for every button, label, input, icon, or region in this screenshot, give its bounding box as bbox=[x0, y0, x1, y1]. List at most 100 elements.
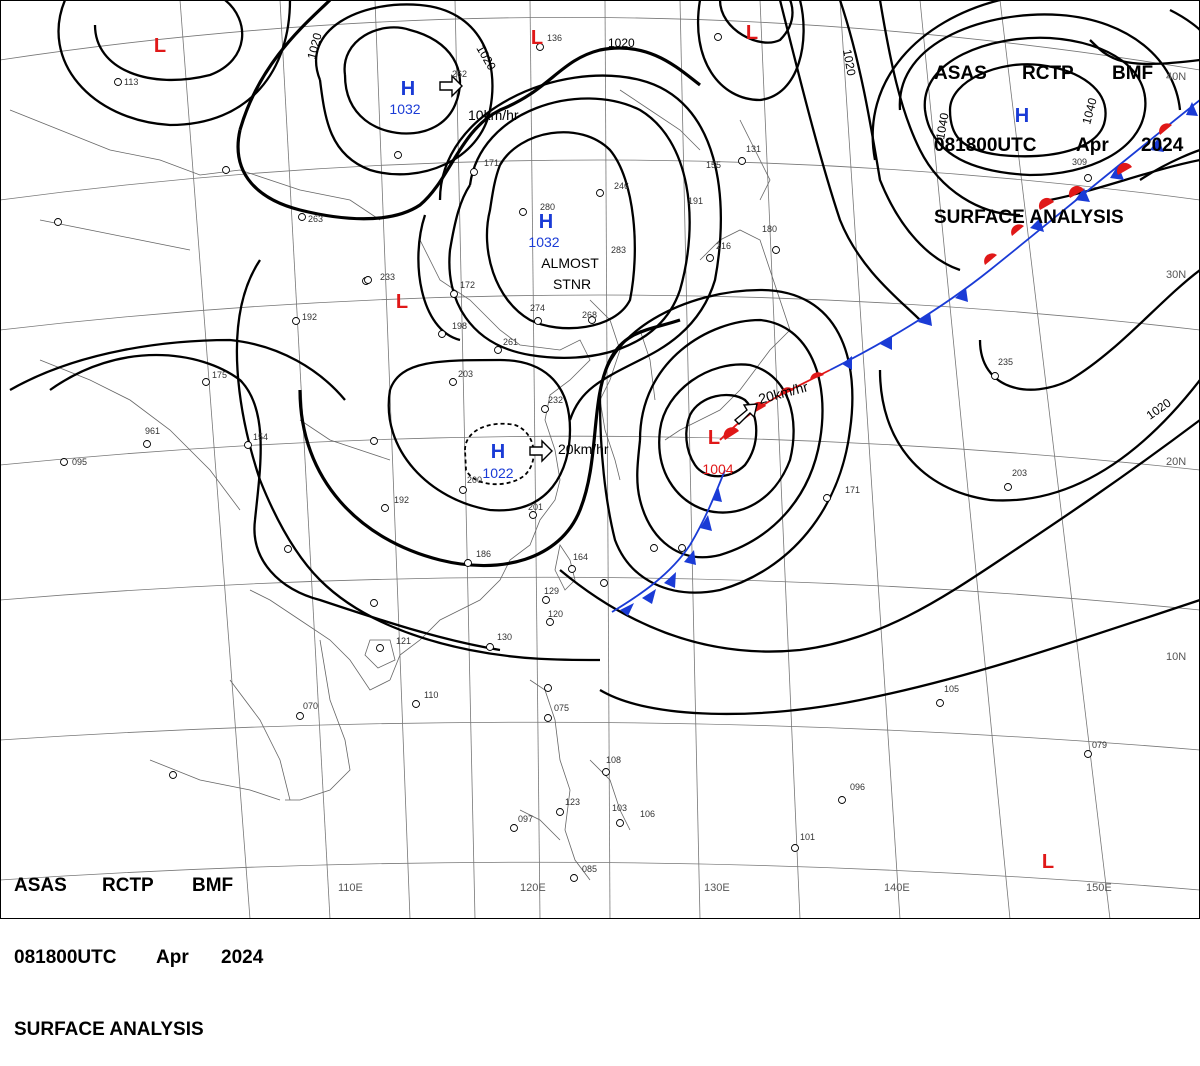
header-row-1: ASAS RCTP BMF bbox=[934, 62, 1183, 86]
latitude-label: 40N bbox=[1166, 71, 1186, 83]
station-value: 110 bbox=[424, 690, 438, 700]
header-time: 081800UTC bbox=[14, 947, 117, 968]
motion-arrows bbox=[439, 74, 758, 463]
station-value: 203 bbox=[1012, 468, 1027, 478]
high-symbol: H bbox=[539, 211, 553, 233]
low-symbol: L bbox=[531, 27, 543, 49]
station-values: 136 246 280 283 274 268 261 232 203 172 … bbox=[72, 33, 1107, 874]
station-value: 192 bbox=[302, 312, 317, 322]
station-value: 103 bbox=[612, 803, 627, 813]
station-value: 113 bbox=[124, 77, 138, 87]
station-value: 095 bbox=[72, 457, 87, 467]
station-value: 309 bbox=[1072, 157, 1087, 167]
motion-label: 20km/hr bbox=[558, 441, 609, 457]
longitude-label: 130E bbox=[704, 882, 730, 894]
graticule-labels: 110E 120E 130E 140E 150E 40N 30N 20N 10N bbox=[338, 71, 1186, 894]
high-value: 1032 bbox=[528, 234, 559, 250]
station-value: 079 bbox=[1092, 740, 1107, 750]
station-value: 274 bbox=[530, 303, 545, 313]
station-value: 283 bbox=[611, 245, 626, 255]
station-value: 096 bbox=[850, 782, 865, 792]
pressure-centers: H 1032 H 1032 H 1022 H L 1004 L L L L L bbox=[154, 22, 1054, 873]
high-symbol: H bbox=[491, 441, 505, 463]
annotation-line: STNR bbox=[553, 276, 591, 292]
isobar-label: 1020 bbox=[840, 48, 858, 77]
station-value: 106 bbox=[640, 809, 655, 819]
station-value: 164 bbox=[573, 552, 588, 562]
station-value: 130 bbox=[497, 632, 512, 642]
latitude-label: 10N bbox=[1166, 651, 1186, 663]
station-value: 120 bbox=[548, 609, 563, 619]
station-value: 203 bbox=[458, 369, 473, 379]
header-row-1: ASAS RCTP BMF bbox=[14, 874, 263, 898]
station-value: 246 bbox=[614, 181, 629, 191]
station-markers bbox=[54, 33, 1092, 882]
annotation: ALMOST STNR bbox=[541, 255, 599, 292]
header-month: Apr bbox=[1076, 135, 1109, 156]
station-value: 200 bbox=[467, 475, 482, 485]
annotation-line: ALMOST bbox=[541, 255, 599, 271]
header-bottom: ASAS RCTP BMF 081800UTC Apr 2024 SURFACE… bbox=[14, 826, 263, 1066]
station-value: 191 bbox=[688, 196, 703, 206]
high-value: 1022 bbox=[482, 465, 513, 481]
station-value: 232 bbox=[548, 395, 563, 405]
station-value: 961 bbox=[145, 426, 160, 436]
header-product: SURFACE ANALYSIS bbox=[14, 1019, 204, 1040]
station-value: 171 bbox=[845, 485, 860, 495]
warm-front bbox=[719, 369, 831, 441]
header-center: RCTP bbox=[1022, 63, 1074, 84]
station-value: 123 bbox=[565, 797, 580, 807]
isobar-label: 1020 bbox=[304, 31, 325, 61]
station-value: 233 bbox=[380, 272, 395, 282]
header-time: 081800UTC bbox=[934, 135, 1037, 156]
station-value: 121 bbox=[396, 636, 411, 646]
header-agency: ASAS bbox=[14, 875, 67, 896]
station-value: 101 bbox=[800, 832, 815, 842]
station-value: 108 bbox=[606, 755, 621, 765]
header-top: ASAS RCTP BMF 081800UTC Apr 2024 SURFACE… bbox=[934, 14, 1183, 254]
longitude-label: 150E bbox=[1086, 882, 1112, 894]
station-value: 263 bbox=[308, 214, 323, 224]
header-year: 2024 bbox=[221, 947, 264, 968]
station-value: 155 bbox=[706, 160, 721, 170]
longitude-label: 120E bbox=[520, 882, 546, 894]
low-symbol: L bbox=[154, 35, 166, 57]
station-value: 136 bbox=[547, 33, 562, 43]
header-service: BMF bbox=[192, 875, 234, 896]
isobar-label: 1040 bbox=[933, 111, 951, 140]
station-value: 280 bbox=[540, 202, 555, 212]
station-value: 175 bbox=[212, 370, 227, 380]
low-symbol: L bbox=[1042, 851, 1054, 873]
station-value: 105 bbox=[944, 684, 959, 694]
header-service: BMF bbox=[1112, 63, 1154, 84]
header-center: RCTP bbox=[102, 875, 154, 896]
header-row-2: 081800UTC Apr 2024 bbox=[934, 134, 1183, 158]
station-value: 198 bbox=[452, 321, 467, 331]
coastlines bbox=[9, 89, 791, 881]
header-month: Apr bbox=[156, 947, 189, 968]
station-value: 201 bbox=[528, 502, 543, 512]
latitude-label: 30N bbox=[1166, 269, 1186, 281]
station-value: 261 bbox=[503, 337, 518, 347]
weather-map: 136 246 280 283 274 268 261 232 203 172 … bbox=[0, 0, 1200, 919]
longitude-label: 140E bbox=[884, 882, 910, 894]
high-symbol: H bbox=[1015, 105, 1029, 127]
station-value: 097 bbox=[518, 814, 533, 824]
cold-front-south bbox=[611, 469, 726, 616]
header-product: SURFACE ANALYSIS bbox=[934, 207, 1124, 228]
station-value: 131 bbox=[746, 144, 761, 154]
low-symbol: L bbox=[708, 427, 720, 449]
station-value: 085 bbox=[582, 864, 597, 874]
high-symbol: H bbox=[401, 78, 415, 100]
low-symbol: L bbox=[396, 291, 408, 313]
latitude-label: 20N bbox=[1166, 456, 1186, 468]
station-value: 216 bbox=[716, 241, 731, 251]
station-value: 129 bbox=[544, 586, 559, 596]
motion-label: 10km/hr bbox=[468, 107, 519, 123]
station-value: 075 bbox=[554, 703, 569, 713]
header-year: 2024 bbox=[1141, 135, 1184, 156]
low-value: 1004 bbox=[702, 461, 733, 477]
station-value: 070 bbox=[303, 701, 318, 711]
station-value: 192 bbox=[394, 495, 409, 505]
header-row-2: 081800UTC Apr 2024 bbox=[14, 946, 263, 970]
